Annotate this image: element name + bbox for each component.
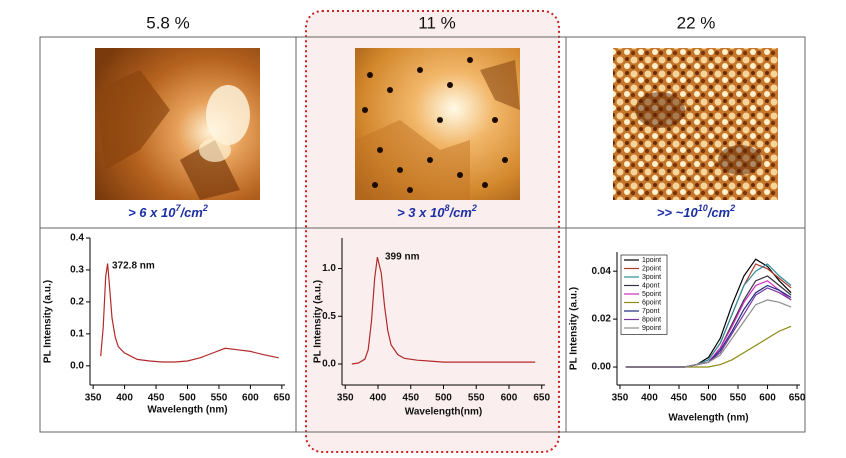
y-tick-label: 0.2 xyxy=(70,297,84,308)
afm-image xyxy=(613,48,778,200)
y-tick-label: 0.4 xyxy=(70,233,84,244)
density-unit-exp: 2 xyxy=(202,203,208,213)
data-line xyxy=(100,263,279,363)
legend-label: 9point xyxy=(642,325,661,332)
peak-annotation: 399 nm xyxy=(385,252,420,263)
x-tick-label: 600 xyxy=(242,393,259,404)
fraction-label: 5.8 % xyxy=(146,13,189,32)
x-axis-title: Wavelength(nm) xyxy=(405,407,482,418)
x-tick-label: 650 xyxy=(274,393,291,404)
x-tick-label: 500 xyxy=(700,393,717,404)
y-tick-label: 0.5 xyxy=(322,311,336,322)
x-tick-label: 350 xyxy=(337,393,354,404)
legend-label: 4pont xyxy=(642,282,660,289)
y-axis-title: PL Intensity (a.u.) xyxy=(569,287,580,370)
y-tick-label: 0.0 xyxy=(70,360,84,371)
data-line xyxy=(351,256,536,365)
density-unit: /cm xyxy=(179,205,203,220)
x-tick-label: 400 xyxy=(116,393,133,404)
x-tick-label: 500 xyxy=(435,393,452,404)
y-tick-label: 0.02 xyxy=(592,314,612,325)
peak-annotation: 372.8 nm xyxy=(112,261,155,272)
legend-label: 8point xyxy=(642,316,661,323)
density-exp: 10 xyxy=(698,203,708,213)
legend-label: 7pont xyxy=(642,308,660,315)
density-label: > 3 x 108/cm2 xyxy=(397,203,477,220)
x-axis-title: Wavelength (nm) xyxy=(668,413,748,424)
x-tick-label: 550 xyxy=(211,393,228,404)
legend-label: 2point xyxy=(642,265,661,272)
density-label: >> ~1010/cm2 xyxy=(657,203,735,220)
fraction-label: 22 % xyxy=(677,13,716,32)
x-tick-label: 550 xyxy=(468,393,485,404)
legend-label: 6point xyxy=(642,299,661,306)
y-tick-label: 0.0 xyxy=(322,359,336,370)
x-tick-label: 400 xyxy=(370,393,387,404)
y-tick-label: 1.0 xyxy=(322,263,336,274)
legend-label: 5point xyxy=(642,291,661,298)
data-line xyxy=(625,299,792,368)
x-tick-label: 450 xyxy=(671,393,688,404)
density-unit: /cm xyxy=(707,205,731,220)
x-tick-label: 350 xyxy=(85,393,102,404)
x-tick-label: 500 xyxy=(179,393,196,404)
y-axis-title: PL Intensity (a.u.) xyxy=(43,280,54,363)
x-tick-label: 650 xyxy=(789,393,806,404)
y-axis-title: PL Intensity (a.u.) xyxy=(313,280,324,363)
fraction-label: 11 % xyxy=(418,13,456,32)
x-tick-label: 450 xyxy=(148,393,165,404)
x-tick-label: 350 xyxy=(612,393,629,404)
y-tick-label: 0.00 xyxy=(592,362,612,373)
x-axis-title: Wavelength (nm) xyxy=(147,405,227,416)
legend-label: 3point xyxy=(642,274,661,281)
afm-image xyxy=(95,48,260,200)
density-unit: /cm xyxy=(448,205,472,220)
y-tick-label: 0.3 xyxy=(70,265,84,276)
density-base: > 6 x 10 xyxy=(128,205,176,220)
y-tick-label: 0.1 xyxy=(70,329,84,340)
density-label: > 6 x 107/cm2 xyxy=(128,203,208,220)
density-exp: 8 xyxy=(444,203,449,213)
x-tick-label: 400 xyxy=(641,393,658,404)
x-tick-label: 550 xyxy=(730,393,747,404)
y-tick-label: 0.04 xyxy=(592,266,612,277)
x-tick-label: 600 xyxy=(501,393,518,404)
legend-label: 1point xyxy=(642,257,661,264)
density-unit-exp: 2 xyxy=(471,203,477,213)
density-base: > 3 x 10 xyxy=(397,205,445,220)
x-tick-label: 450 xyxy=(402,393,419,404)
density-base: >> ~10 xyxy=(657,205,699,220)
afm-image xyxy=(355,48,520,200)
density-exp: 7 xyxy=(175,203,181,213)
x-tick-label: 600 xyxy=(759,393,776,404)
density-unit-exp: 2 xyxy=(729,203,735,213)
table-grid xyxy=(39,36,806,433)
x-tick-label: 650 xyxy=(533,393,550,404)
